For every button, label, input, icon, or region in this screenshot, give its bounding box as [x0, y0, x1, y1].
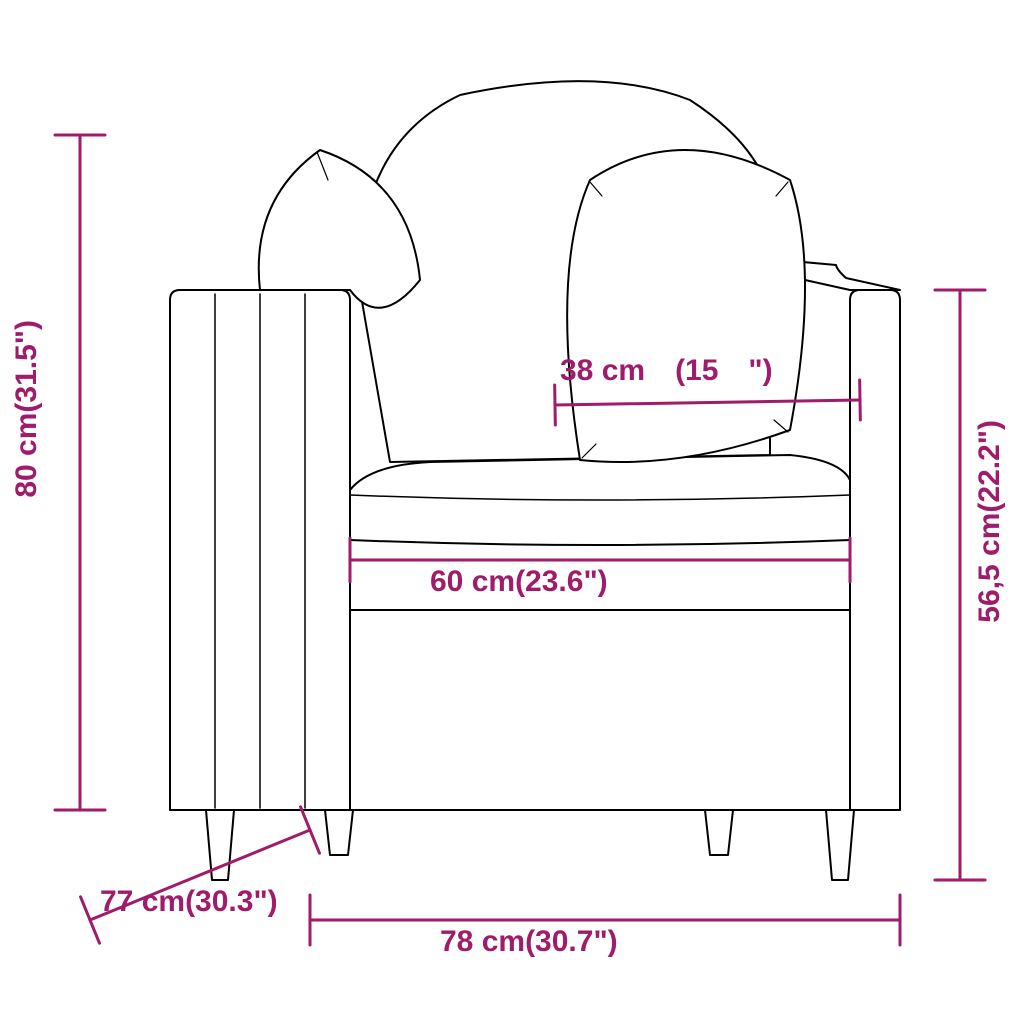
label-total-height: 80 cm(31.5") — [10, 320, 44, 498]
chair-outline — [170, 81, 900, 880]
label-arm-height: 56,5 cm(22.2") — [973, 420, 1007, 623]
label-depth: 77 cm(30.3") — [100, 885, 278, 919]
label-width: 78 cm(30.7") — [440, 925, 618, 959]
product-diagram — [0, 0, 1024, 1024]
label-seat-width: 60 cm(23.6") — [430, 565, 608, 599]
label-arm-top: 38 cm (15 ") — [560, 345, 773, 389]
